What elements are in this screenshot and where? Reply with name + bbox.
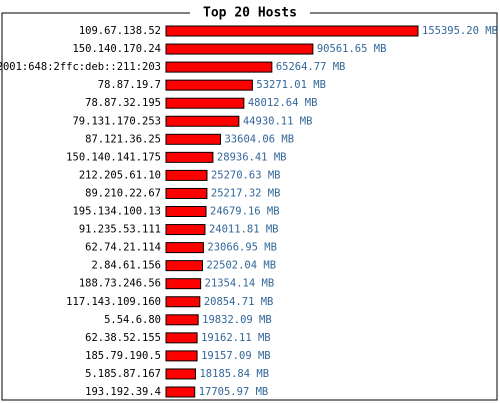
category-label: 188.73.246.56: [79, 278, 161, 290]
value-label: 18185.84 MB: [199, 368, 269, 380]
chart-title: Top 20 Hosts: [203, 6, 297, 21]
bar: [165, 97, 245, 109]
value-label: 65264.77 MB: [276, 61, 346, 73]
value-label: 21354.14 MB: [205, 278, 275, 290]
value-label: 33604.06 MB: [224, 133, 294, 145]
category-label: 87.121.36.25: [85, 133, 161, 145]
category-label: 185.79.190.5: [85, 350, 161, 362]
value-label: 19832.09 MB: [202, 314, 272, 326]
category-label: 2.84.61.156: [91, 260, 161, 272]
value-label: 25217.32 MB: [211, 187, 281, 199]
category-label: 62.38.52.155: [85, 332, 161, 344]
bar: [165, 115, 240, 127]
bar: [165, 151, 214, 163]
value-label: 53271.01 MB: [256, 79, 326, 91]
bar: [165, 206, 207, 217]
category-label: 2001:648:2ffc:deb::211:203: [0, 61, 161, 73]
category-label: 150.140.141.175: [66, 151, 161, 163]
category-label: 109.67.138.52: [79, 25, 161, 37]
value-label: 24011.81 MB: [209, 224, 279, 236]
value-label: 19162.11 MB: [201, 332, 271, 344]
bar: [165, 278, 202, 290]
bar: [165, 242, 204, 254]
bar: [165, 314, 199, 326]
bar: [165, 169, 208, 181]
category-label: 195.134.100.13: [72, 206, 161, 218]
value-label: 17705.97 MB: [199, 386, 269, 398]
category-label: 89.210.22.67: [85, 187, 161, 199]
bar: [165, 296, 201, 308]
value-label: 155395.20 MB: [422, 25, 498, 37]
bar: [165, 43, 314, 55]
bar: [165, 332, 198, 344]
value-label: 20854.71 MB: [204, 296, 274, 308]
category-label: 150.140.170.24: [72, 43, 161, 55]
bar: [165, 386, 196, 398]
category-label: 78.87.19.7: [98, 79, 161, 91]
category-label: 79.131.170.253: [72, 115, 161, 127]
category-label: 91.235.53.111: [79, 224, 161, 236]
bar: [165, 79, 253, 91]
bar: [165, 368, 196, 380]
category-label: 78.87.32.195: [85, 97, 161, 109]
value-label: 22502.04 MB: [206, 260, 276, 272]
bar: [165, 260, 203, 272]
bar: [165, 350, 198, 362]
bar: [165, 133, 221, 145]
category-label: 5.54.6.80: [104, 314, 161, 326]
value-label: 25270.63 MB: [211, 169, 281, 181]
category-label: 5.185.87.167: [85, 368, 161, 380]
category-label: 193.192.39.4: [85, 386, 161, 398]
category-label: 117.143.109.160: [66, 296, 161, 308]
bar: [165, 25, 419, 37]
value-label: 90561.65 MB: [317, 43, 387, 55]
value-label: 28936.41 MB: [217, 151, 287, 163]
value-label: 19157.09 MB: [201, 350, 271, 362]
bar: [165, 224, 206, 236]
frame: [1, 12, 498, 401]
category-label: 62.74.21.114: [85, 242, 161, 254]
value-label: 23066.95 MB: [207, 242, 277, 254]
category-label: 212.205.61.10: [79, 169, 161, 181]
value-label: 48012.64 MB: [248, 97, 318, 109]
bar: [165, 187, 208, 199]
value-label: 24679.16 MB: [210, 206, 280, 218]
value-label: 44930.11 MB: [243, 115, 313, 127]
bar: [165, 61, 273, 73]
